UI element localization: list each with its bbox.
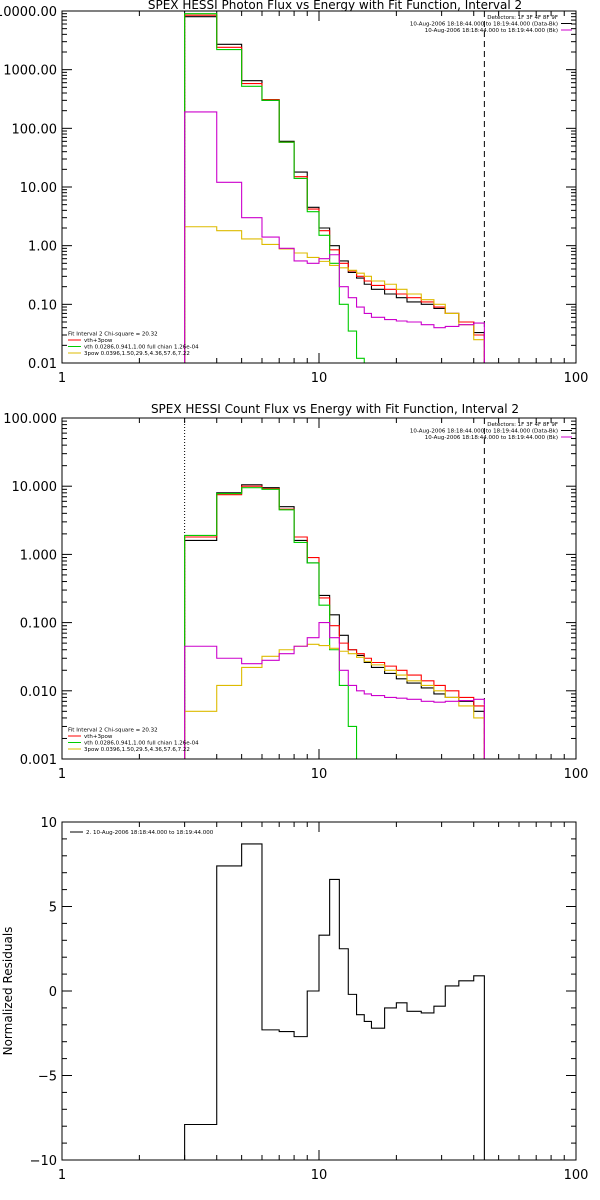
chart-title: SPEX HESSI Count Flux vs Energy with Fit… — [151, 402, 519, 416]
series-line-0 — [184, 16, 485, 363]
legend-left-entry: vth+3pow — [84, 734, 113, 740]
legend-right-entry: Detectors: 1F 3F 4F 8F 9F — [487, 15, 558, 21]
plot-frame — [61, 821, 577, 1161]
y-axis-label: Normalized Residuals — [1, 927, 15, 1056]
series-line-1 — [184, 485, 485, 759]
y-tick-label: 10.00 — [20, 181, 57, 196]
x-tick-label: 1 — [58, 767, 66, 782]
plot-frame — [61, 417, 577, 760]
x-tick-label: 100 — [564, 371, 589, 386]
y-tick-label: 0.10 — [28, 298, 57, 313]
residuals-chart: 1 10 100 −10 −5 0 5 10 Normalized Residuals 2. 10… — [1, 816, 588, 1183]
x-tick-label: 10 — [311, 1168, 328, 1183]
legend-right-entry: Detectors: 1F 3F 4F 8F 9F — [487, 422, 558, 428]
legend-right-entry: 10-Aug-2006 18:18:44.000 to 18:19:44.000… — [410, 429, 558, 435]
y-tick-label: 5 — [49, 901, 57, 916]
legend-right-entry: 10-Aug-2006 18:18:44.000 to 18:19:44.000… — [425, 28, 558, 34]
y-tick-label: −5 — [38, 1070, 57, 1085]
series-line-3 — [184, 226, 485, 363]
legend-left-entry: vth+3pow — [84, 338, 113, 344]
y-tick-label: 0 — [49, 985, 57, 1000]
y-tick-label: 1.00 — [28, 240, 57, 255]
series-line-1 — [184, 14, 485, 363]
legend-left-entry: 3pow 0.0396,1.50,29.5,4.36,57.6,7.22 — [84, 351, 190, 357]
y-tick-label: 1000.00 — [3, 64, 57, 79]
series-group — [184, 13, 485, 363]
x-tick-label: 100 — [564, 767, 589, 782]
legend-left-entry: vth 0.0286,0.941,1.00 full chian 1.26e-0… — [84, 345, 199, 351]
series-line-4 — [184, 111, 485, 363]
y-tick-label: 10000.00 — [0, 5, 57, 20]
legend-left-entry: vth 0.0286,0.941,1.00 full chian 1.26e-0… — [84, 741, 199, 747]
series-line-4 — [184, 622, 485, 759]
x-tick-label: 10 — [311, 767, 328, 782]
y-tick-label: 1.000 — [20, 548, 57, 563]
legend-left-entry: 3pow 0.0396,1.50,29.5,4.36,57.6,7.22 — [84, 747, 190, 753]
series-line-2 — [184, 487, 365, 759]
plot-frame — [61, 10, 577, 364]
legend-left-entry: Fit Interval 2 Chi-square = 20.32 — [68, 332, 158, 338]
y-tick-label: 0.01 — [28, 357, 57, 372]
series-group — [184, 484, 485, 759]
x-tick-label: 1 — [58, 1168, 66, 1183]
legend-entry: 2. 10-Aug-2006 18:18:44.000 to 18:19:44.… — [86, 830, 214, 836]
y-tick-label: 100.00 — [12, 122, 58, 137]
photon-flux-chart: SPEX HESSI Photon Flux vs Energy with Fi… — [0, 0, 589, 386]
chart-title: SPEX HESSI Photon Flux vs Energy with Fi… — [148, 0, 522, 12]
series-line-0 — [184, 484, 485, 759]
y-tick-label: 10.000 — [12, 480, 58, 495]
series-line-0 — [184, 843, 485, 1160]
y-tick-label: 0.100 — [20, 617, 57, 632]
y-tick-label: 100.000 — [3, 412, 57, 427]
x-tick-label: 10 — [311, 371, 328, 386]
legend-right-entry: 10-Aug-2006 18:18:44.000 to 18:19:44.000… — [410, 22, 558, 28]
legend-left-entry: Fit Interval 2 Chi-square = 20.32 — [68, 728, 158, 734]
y-tick-label: 0.010 — [20, 685, 57, 700]
x-tick-label: 1 — [58, 371, 66, 386]
x-tick-label: 100 — [564, 1168, 589, 1183]
series-line-3 — [184, 643, 485, 759]
series-line-2 — [184, 13, 365, 363]
y-tick-label: 10 — [40, 816, 57, 831]
legend-right-entry: 10-Aug-2006 18:18:44.000 to 18:19:44.000… — [425, 435, 558, 441]
y-tick-label: −10 — [30, 1154, 57, 1169]
series-group — [184, 843, 485, 1160]
y-tick-label: 0.001 — [20, 753, 57, 768]
count-flux-chart: SPEX HESSI Count Flux vs Energy with Fit… — [3, 402, 589, 782]
